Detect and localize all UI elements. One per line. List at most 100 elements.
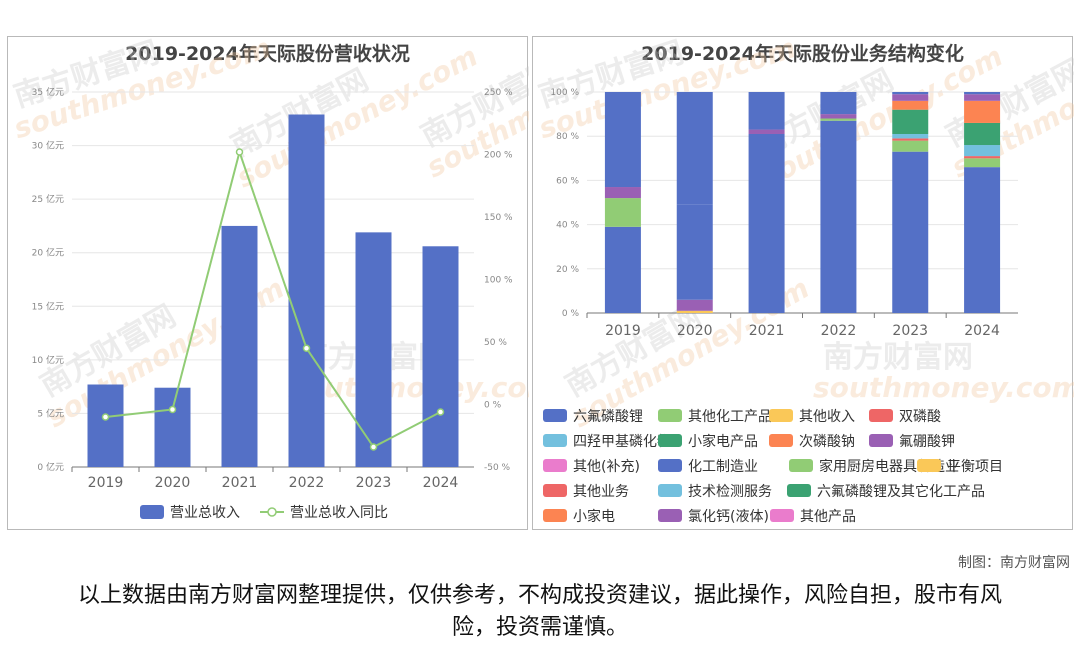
bar-revenue <box>87 384 124 467</box>
y-right-tick-label: 250 % <box>484 88 513 98</box>
legend-swatch <box>543 484 567 497</box>
stacked-segment <box>892 94 929 101</box>
y-left-tick-label: 30 亿元 <box>32 140 64 152</box>
point-growth <box>369 443 378 451</box>
bar-revenue <box>154 387 191 467</box>
y-tick-label: 60 % <box>556 176 579 186</box>
y-left-tick-label: 15 亿元 <box>32 300 64 312</box>
legend-swatch <box>658 434 682 447</box>
chart-credit: 制图：南方财富网 <box>958 555 1070 571</box>
legend-label-growth: 营业总收入同比 <box>290 505 388 521</box>
structure-chart-svg: 南方财富网southmoney.com南方财富网southmoney.com南方… <box>535 37 1074 525</box>
y-right-tick-label: 0 % <box>484 401 502 411</box>
bar-revenue <box>355 232 392 467</box>
x-tick-label: 2024 <box>964 323 1000 339</box>
legend-label: 其他(补充) <box>573 459 640 475</box>
legend-swatch <box>658 484 682 497</box>
stacked-segment <box>892 92 929 95</box>
stacked-segment <box>604 92 641 188</box>
legend-swatch <box>917 459 941 472</box>
legend-label: 其他业务 <box>573 484 629 500</box>
x-tick-label: 2019 <box>605 323 641 339</box>
y-left-tick-label: 35 亿元 <box>32 86 64 98</box>
y-tick-label: 0 % <box>562 309 580 319</box>
legend-label: 其他收入 <box>799 409 855 425</box>
revenue-chart-title: 2019-2024年天际股份营收状况 <box>125 43 410 65</box>
y-left-tick-label: 5 亿元 <box>37 407 64 419</box>
bar-revenue <box>221 225 258 467</box>
y-right-tick-label: 50 % <box>484 338 507 348</box>
legend-label: 六氟磷酸锂及其它化工产品 <box>817 483 985 500</box>
point-growth <box>436 408 445 416</box>
x-tick-label: 2019 <box>88 475 124 491</box>
legend-label: 双磷酸 <box>899 409 941 425</box>
stacked-segment <box>964 122 1001 146</box>
y-tick-label: 80 % <box>556 132 579 142</box>
stacked-segment <box>604 226 641 313</box>
legend-swatch-revenue <box>140 505 164 519</box>
point-growth <box>101 413 110 421</box>
revenue-chart-panel: 2019-2024年天际股份营收状况 南方财富网 southmoney.com 南方… <box>7 36 529 530</box>
stacked-segment <box>964 167 1001 313</box>
stacked-segment <box>676 92 713 205</box>
y-tick-label: 40 % <box>556 221 579 231</box>
revenue-chart-svg: 南方财富网southmoney.com南方财富网southmoney.com南方… <box>10 37 529 521</box>
legend-swatch <box>770 509 794 522</box>
y-right-tick-label: 150 % <box>484 213 513 223</box>
stacked-segment <box>820 118 857 121</box>
y-left-tick-label: 25 亿元 <box>32 193 64 205</box>
legend-label-revenue: 营业总收入 <box>170 505 240 521</box>
stacked-segment <box>964 92 1001 95</box>
x-tick-label: 2024 <box>423 475 459 491</box>
stacked-segment <box>964 158 1001 168</box>
structure-chart-panel: 2019-2024年天际股份业务结构变化 南方财富网 southmoney.com… <box>532 36 1074 530</box>
stacked-segment <box>748 129 785 134</box>
stacked-segment <box>820 114 857 119</box>
stacked-segment <box>964 94 1001 101</box>
legend-swatch <box>543 459 567 472</box>
legend-label: 其他产品 <box>800 509 856 525</box>
bar-revenue <box>422 246 459 467</box>
legend-swatch <box>769 409 793 422</box>
disclaimer-text: 以上数据由南方财富网整理提供，仅供参考，不构成投资建议，据此操作，风险自担，股市… <box>77 583 1002 640</box>
legend-swatch <box>543 509 567 522</box>
stacked-segment <box>892 140 929 152</box>
y-left-tick-label: 0 亿元 <box>37 461 64 473</box>
x-tick-label: 2020 <box>155 475 191 491</box>
stacked-segment <box>604 187 641 199</box>
stacked-segment <box>892 100 929 110</box>
stacked-segment <box>892 109 929 134</box>
y-tick-label: 100 % <box>550 88 579 98</box>
y-left-tick-label: 20 亿元 <box>32 247 64 259</box>
y-left-tick-label: 10 亿元 <box>32 354 64 366</box>
watermark-en: southmoney.com <box>813 371 1074 404</box>
legend-label: 化工制造业 <box>688 459 758 475</box>
watermark-en: southmoney.com <box>288 371 529 404</box>
legend-label: 技术检测服务 <box>688 484 772 500</box>
x-tick-label: 2022 <box>821 323 857 339</box>
line-growth <box>105 148 441 449</box>
legend-swatch <box>869 409 893 422</box>
x-tick-label: 2022 <box>289 475 325 491</box>
legend-label: 氯化钙(液体) <box>688 509 769 525</box>
legend-label: 平衡项目 <box>947 459 1003 475</box>
stacked-segment <box>892 138 929 141</box>
legend-swatch <box>789 459 813 472</box>
legend-swatch <box>543 434 567 447</box>
x-tick-label: 2023 <box>356 475 392 491</box>
x-tick-label: 2023 <box>892 323 928 339</box>
point-growth <box>302 344 311 352</box>
legend-swatch <box>787 484 811 497</box>
x-tick-label: 2021 <box>749 323 785 339</box>
legend-label: 小家电产品 <box>688 433 758 450</box>
bar-revenue <box>288 114 325 467</box>
legend-label: 氟硼酸钾 <box>899 434 955 450</box>
y-tick-label: 20 % <box>556 265 579 275</box>
legend-label: 次磷酸钠 <box>799 434 855 450</box>
legend-swatch <box>658 409 682 422</box>
stacked-segment <box>892 133 929 139</box>
legend-label: 四羟甲基磷化物 <box>573 433 671 450</box>
stacked-segment <box>964 100 1001 123</box>
legend-swatch <box>658 459 682 472</box>
y-right-tick-label: 200 % <box>484 151 513 161</box>
